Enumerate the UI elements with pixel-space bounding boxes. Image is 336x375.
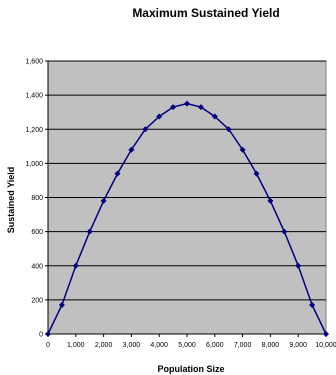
data-point bbox=[86, 228, 93, 235]
data-point bbox=[156, 113, 163, 120]
y-tick-label: 0 bbox=[39, 332, 43, 339]
x-tick-label: 2,000 bbox=[95, 342, 113, 349]
data-point bbox=[211, 113, 218, 120]
data-point bbox=[225, 126, 232, 133]
data-point bbox=[323, 331, 329, 337]
data-point bbox=[45, 331, 51, 337]
data-point bbox=[170, 104, 177, 111]
y-tick-label: 1,200 bbox=[25, 127, 43, 134]
plot-area: 0 200 400 600 800 1,000 1,200 1,400 1,600 0 1,000 2… bbox=[25, 59, 336, 350]
x-tick-label: 4,000 bbox=[150, 342, 168, 349]
data-point bbox=[267, 197, 274, 204]
x-tick-label: 6,000 bbox=[206, 342, 224, 349]
x-tick-label: 7,000 bbox=[234, 342, 252, 349]
x-tick-label: 9,000 bbox=[289, 342, 307, 349]
x-tick-label: 1,000 bbox=[67, 342, 85, 349]
data-point bbox=[239, 146, 246, 153]
x-tick-label: 0 bbox=[46, 342, 50, 349]
y-tick-label: 800 bbox=[31, 195, 43, 202]
x-axis-title: Population Size bbox=[157, 364, 224, 374]
data-point bbox=[184, 100, 190, 107]
y-tick-label: 1,000 bbox=[25, 161, 43, 168]
data-point bbox=[58, 301, 65, 308]
y-axis-title: Sustained Yield bbox=[6, 167, 16, 234]
data-point bbox=[100, 197, 107, 204]
x-tick-label: 5,000 bbox=[178, 342, 196, 349]
y-tick-label: 600 bbox=[31, 229, 43, 236]
data-point bbox=[309, 301, 316, 308]
data-point bbox=[295, 262, 302, 269]
data-point bbox=[72, 262, 79, 269]
x-tick-label: 3,000 bbox=[123, 342, 141, 349]
data-point bbox=[197, 104, 204, 111]
data-point bbox=[142, 126, 149, 133]
data-point bbox=[253, 170, 260, 177]
data-point bbox=[128, 146, 135, 153]
chart-title: Maximum Sustained Yield bbox=[132, 6, 279, 20]
data-point bbox=[281, 228, 288, 235]
data-point bbox=[114, 170, 121, 177]
y-tick-label: 1,400 bbox=[25, 93, 43, 100]
y-tick-label: 200 bbox=[31, 297, 43, 304]
x-tick-label: 8,000 bbox=[262, 342, 280, 349]
y-tick-label: 400 bbox=[31, 263, 43, 270]
x-tick-label: 10,000 bbox=[315, 342, 336, 349]
y-tick-label: 1,600 bbox=[25, 59, 43, 66]
